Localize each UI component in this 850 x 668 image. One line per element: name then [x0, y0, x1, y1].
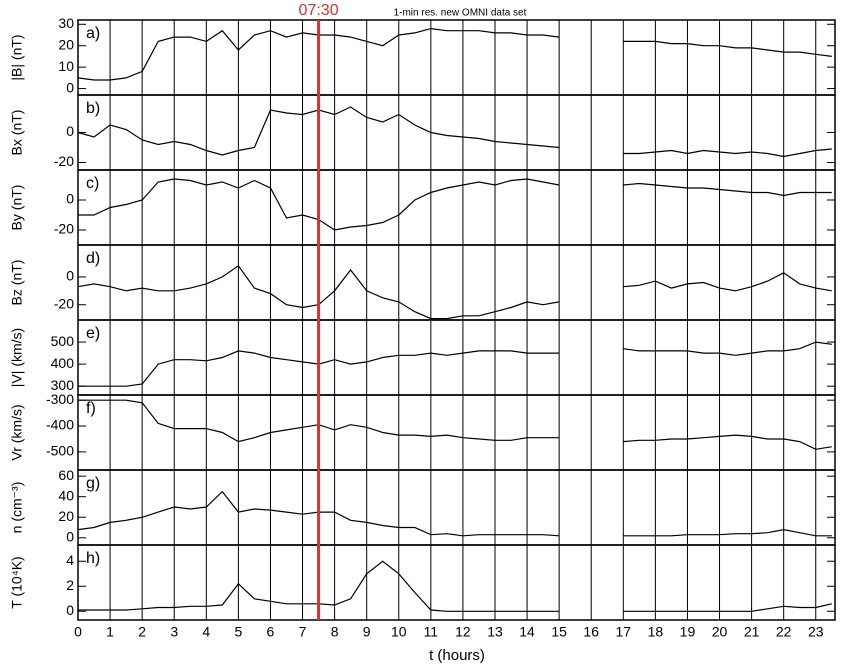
x-tick-label: 8 [331, 624, 339, 640]
panel-frame [77, 319, 836, 396]
panel-label: d) [86, 250, 100, 267]
y-tick-label: 0 [66, 79, 74, 95]
y-axis-title: n (cm⁻³) [9, 482, 25, 534]
panel-label: f) [86, 400, 96, 417]
x-tick-label: 10 [391, 624, 407, 640]
panel-label: g) [86, 475, 100, 492]
x-tick-label: 7 [299, 624, 307, 640]
x-tick-label: 11 [424, 624, 439, 640]
x-tick-label: 17 [616, 624, 632, 640]
x-tick-label: 22 [776, 624, 792, 640]
x-tick-label: 12 [455, 624, 471, 640]
y-tick-label: 300 [51, 377, 75, 393]
x-tick-label: 3 [170, 624, 178, 640]
panel-label: h) [86, 550, 100, 567]
panel-label: e) [86, 325, 100, 342]
y-tick-label: -20 [54, 153, 74, 169]
y-tick-label: 0 [66, 268, 74, 284]
y-tick-label: 400 [51, 355, 75, 371]
x-tick-label: 23 [808, 624, 824, 640]
x-tick-label: 14 [519, 624, 535, 640]
x-tick-label: 5 [234, 624, 242, 640]
data-line [77, 27, 832, 81]
data-line [78, 341, 832, 387]
data-line [78, 560, 832, 612]
x-tick-label: 19 [680, 624, 696, 640]
y-tick-label: 0 [66, 123, 74, 139]
y-tick-label: 2 [66, 577, 74, 593]
y-tick-label: 0 [66, 191, 74, 207]
y-tick-label: 60 [58, 467, 74, 483]
x-tick-label: 4 [202, 624, 210, 640]
y-tick-label: 0 [66, 602, 74, 618]
x-tick-label: 20 [712, 624, 728, 640]
y-axis-title: Bx (nT) [9, 110, 25, 156]
y-axis-title: |V| (km/s) [9, 328, 25, 387]
y-tick-label: 40 [58, 487, 74, 503]
x-tick-label: 13 [487, 624, 503, 640]
x-tick-label: 0 [74, 624, 82, 640]
y-axis-title: T (10⁴K) [9, 556, 25, 608]
y-tick-label: 500 [51, 333, 75, 349]
y-axis-title: By (nT) [9, 185, 25, 231]
panel-frame [77, 94, 836, 171]
x-tick-label: 18 [648, 624, 664, 640]
y-tick-label: -400 [46, 417, 74, 433]
x-tick-label: 2 [138, 624, 146, 640]
y-tick-label: -500 [46, 443, 74, 459]
panel-frame [77, 469, 836, 546]
y-tick-label: 10 [58, 58, 74, 74]
y-tick-label: -20 [54, 221, 74, 237]
y-tick-label: -20 [54, 295, 74, 311]
y-axis-title: |B| (nT) [9, 34, 25, 80]
x-tick-label: 9 [363, 624, 371, 640]
panel-label: a) [86, 25, 100, 42]
y-tick-label: -300 [46, 391, 74, 407]
y-tick-label: 20 [58, 36, 74, 52]
y-axis-title: Vr (km/s) [9, 404, 25, 460]
y-axis-title: Bz (nT) [9, 260, 25, 306]
x-tick-label: 21 [744, 624, 760, 640]
x-tick-label: 1 [106, 624, 114, 640]
note: 1-min res. new OMNI data set [394, 8, 527, 19]
y-tick-label: 0 [66, 529, 74, 545]
x-tick-label: 16 [583, 624, 599, 640]
y-tick-label: 30 [58, 15, 74, 31]
data-line [78, 178, 832, 231]
panel-frame [77, 244, 836, 321]
panel-label: c) [86, 175, 99, 192]
data-line [78, 399, 832, 450]
marker-label: 07:30 [299, 2, 339, 19]
x-tick-label: 6 [267, 624, 275, 640]
y-tick-label: 20 [58, 508, 74, 524]
data-line [77, 490, 832, 537]
data-line [77, 106, 832, 158]
x-axis-title: t (hours) [429, 647, 485, 664]
data-line [77, 264, 832, 320]
panel-frame [77, 544, 836, 621]
x-tick-label: 15 [551, 624, 567, 640]
panel-frame [77, 394, 836, 471]
panel-label: b) [86, 100, 100, 117]
y-tick-label: 4 [66, 552, 74, 568]
